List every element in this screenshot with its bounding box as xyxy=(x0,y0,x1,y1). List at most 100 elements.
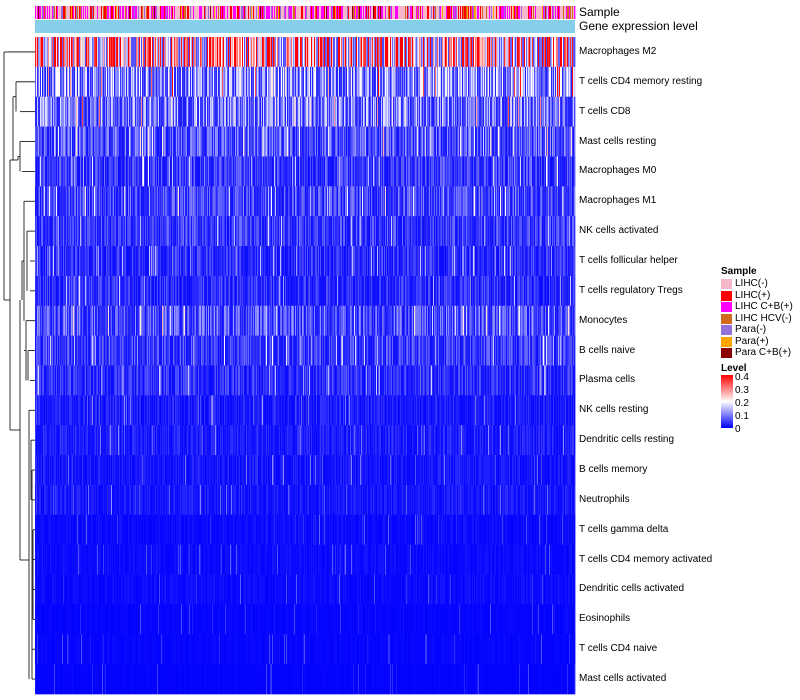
heatmap-cell xyxy=(46,37,48,68)
sample-cell xyxy=(461,6,463,19)
heatmap-cell xyxy=(412,37,414,68)
sample-cell xyxy=(440,6,442,19)
sample-cell xyxy=(493,6,495,19)
heatmap-cell xyxy=(503,37,505,68)
sample-cell xyxy=(531,6,533,19)
sample-cell xyxy=(345,6,347,19)
heatmap-cell xyxy=(234,37,236,68)
sample-cell xyxy=(502,6,504,19)
sample-cell xyxy=(171,6,173,19)
heatmap-cell xyxy=(360,37,362,68)
heatmap-cell xyxy=(389,37,391,68)
heatmap-cell xyxy=(574,126,576,157)
heatmap-cell xyxy=(151,37,153,68)
sample-annotation-track xyxy=(35,6,576,19)
heatmap-cell xyxy=(521,37,523,68)
sample-cell xyxy=(141,6,143,19)
sample-cell xyxy=(308,6,310,19)
heatmap-cell xyxy=(171,37,173,68)
heatmap-cell xyxy=(239,37,241,68)
sample-cell xyxy=(139,6,141,19)
heatmap-cell xyxy=(446,37,448,68)
heatmap-cell xyxy=(247,37,249,68)
sample-cell xyxy=(52,6,54,19)
heatmap-cell xyxy=(120,66,122,98)
heatmap-cell xyxy=(286,37,288,68)
heatmap-cell xyxy=(112,37,114,68)
heatmap-cell xyxy=(345,37,347,68)
sample-cell xyxy=(142,6,144,19)
sample-cell xyxy=(518,6,520,19)
heatmap-cell xyxy=(495,37,497,68)
heatmap-cell xyxy=(172,37,174,68)
heatmap-cell xyxy=(178,37,180,68)
heatmap-cell xyxy=(86,37,88,68)
heatmap-cell xyxy=(377,37,379,68)
heatmap-cell xyxy=(215,37,217,68)
sample-cell xyxy=(330,6,332,19)
sample-cell xyxy=(133,6,135,19)
sample-cell xyxy=(296,6,298,19)
sample-cell xyxy=(174,6,176,19)
heatmap-cell xyxy=(69,37,71,68)
heatmap-cell xyxy=(71,37,73,68)
sample-cell xyxy=(542,6,544,19)
heatmap-cell xyxy=(119,37,121,68)
sample-cell xyxy=(574,6,576,19)
heatmap-cell xyxy=(557,37,559,68)
sample-cell xyxy=(323,6,325,19)
heatmap-cell xyxy=(198,37,200,68)
heatmap-cell xyxy=(131,66,133,98)
heatmap-cell xyxy=(54,37,56,68)
sample-cell xyxy=(363,6,365,19)
heatmap-cell xyxy=(518,37,520,68)
heatmap-cell xyxy=(365,37,367,68)
sample-cell xyxy=(442,6,444,19)
heatmap-cell xyxy=(185,37,187,68)
sample-cell xyxy=(161,6,163,19)
heatmap-cell xyxy=(212,37,214,68)
heatmap-cell xyxy=(527,37,529,68)
sample-cell xyxy=(305,6,307,19)
sample-cell xyxy=(220,6,222,19)
heatmap-cell xyxy=(107,66,109,98)
sample-cell xyxy=(551,6,553,19)
heatmap-cell xyxy=(175,37,177,68)
sample-cell xyxy=(279,6,281,19)
heatmap-cell xyxy=(92,37,94,68)
heatmap-cell xyxy=(386,37,388,68)
sample-cell xyxy=(413,6,415,19)
heatmap-cell xyxy=(80,66,82,98)
sample-cell xyxy=(202,6,204,19)
heatmap-cell xyxy=(99,37,101,68)
sample-cell xyxy=(335,6,337,19)
heatmap-cell xyxy=(515,37,517,68)
sample-cell xyxy=(275,6,277,19)
heatmap-cell xyxy=(167,37,169,68)
heatmap-cell xyxy=(168,37,170,68)
heatmap-cell xyxy=(115,66,117,98)
sample-cell xyxy=(513,6,515,19)
heatmap-cell xyxy=(121,37,123,68)
heatmap-cell xyxy=(344,37,346,68)
heatmap-cell xyxy=(109,66,111,98)
sample-cell xyxy=(398,6,400,19)
heatmap-cell xyxy=(157,37,159,68)
sample-cell xyxy=(415,6,417,19)
sample-cell xyxy=(464,6,466,19)
heatmap-cell xyxy=(332,37,334,68)
heatmap-cell xyxy=(458,37,460,68)
sample-cell xyxy=(300,6,302,19)
sample-cell xyxy=(59,6,61,19)
heatmap-cell xyxy=(554,37,556,68)
heatmap-cell xyxy=(550,37,552,68)
sample-cell xyxy=(348,6,350,19)
sample-cell xyxy=(100,6,102,19)
sample-cell xyxy=(385,6,387,19)
heatmap-cell xyxy=(570,37,572,68)
sample-cell xyxy=(501,6,503,19)
sample-cell xyxy=(157,6,159,19)
gene-expression-track xyxy=(35,20,575,33)
sample-cell xyxy=(532,6,534,19)
